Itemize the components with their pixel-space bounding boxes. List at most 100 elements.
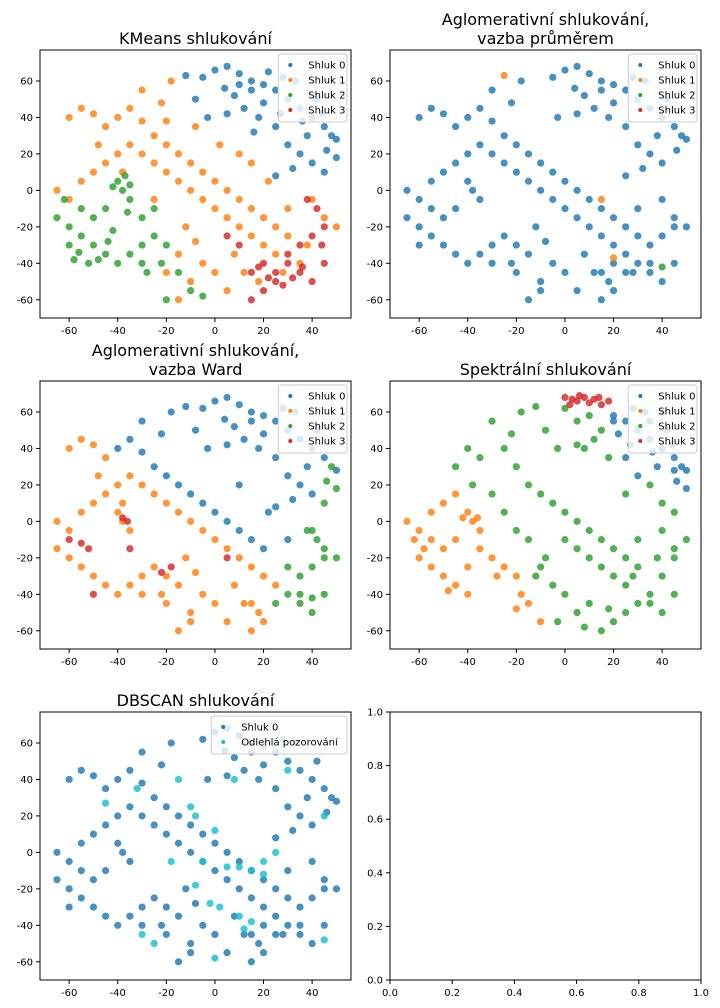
legend-entry: Shluk 2 xyxy=(308,91,345,102)
data-point xyxy=(296,481,304,489)
y-tick-label: 0.4 xyxy=(367,868,383,879)
legend-marker xyxy=(288,394,293,398)
legend-entry: Shluk 3 xyxy=(308,106,345,117)
data-point xyxy=(102,867,110,875)
data-point xyxy=(138,779,146,787)
data-point xyxy=(597,268,605,277)
data-point xyxy=(549,168,557,176)
data-point xyxy=(75,248,83,256)
data-point xyxy=(415,241,423,249)
data-point xyxy=(507,259,516,267)
series-1 xyxy=(53,77,341,304)
series-1 xyxy=(403,490,545,626)
data-point xyxy=(223,287,231,295)
legend-marker xyxy=(638,439,643,443)
data-point xyxy=(255,113,263,122)
data-point xyxy=(622,417,630,425)
legend: Shluk 0 Shluk 1 Shluk 2 Shluk 3 xyxy=(627,384,698,454)
data-point xyxy=(123,208,132,216)
data-point xyxy=(622,608,630,617)
data-point xyxy=(464,259,472,267)
data-point xyxy=(65,444,73,453)
data-point xyxy=(444,587,452,595)
data-point xyxy=(303,463,311,471)
data-point xyxy=(191,426,200,434)
legend-entry: Shluk 3 xyxy=(658,437,695,448)
data-point xyxy=(126,472,134,480)
data-point xyxy=(114,150,122,158)
data-point xyxy=(230,91,238,100)
series-1 xyxy=(500,71,618,262)
data-point xyxy=(653,132,661,140)
data-point xyxy=(126,581,134,589)
x-tick-label: 0 xyxy=(212,657,218,668)
data-point xyxy=(138,214,146,222)
y-tick-label: -40 xyxy=(367,590,383,601)
data-point xyxy=(138,748,146,756)
data-point xyxy=(126,250,134,258)
data-point xyxy=(150,195,158,204)
data-point xyxy=(439,499,448,507)
data-point xyxy=(320,168,328,176)
data-point xyxy=(247,867,255,875)
data-point xyxy=(320,122,328,131)
data-point xyxy=(138,572,146,580)
y-tick-label: -20 xyxy=(367,222,383,233)
data-point xyxy=(532,402,540,411)
data-point xyxy=(77,839,85,847)
data-point xyxy=(162,268,170,277)
data-point xyxy=(634,536,642,544)
data-point xyxy=(255,277,263,286)
data-point xyxy=(65,554,73,562)
legend-entry: Shluk 0 xyxy=(658,61,695,72)
legend-entry: Shluk 0 xyxy=(658,392,695,403)
data-point xyxy=(507,99,516,107)
data-point xyxy=(580,623,588,631)
chart-title: Aglomerativní shlukování, xyxy=(92,341,300,360)
y-tick-label: -60 xyxy=(17,295,33,306)
chart-panel-2: Aglomerativní shlukování,vazba Ward -60 -4… xyxy=(17,341,352,668)
data-point xyxy=(240,599,248,608)
x-tick-label: -60 xyxy=(411,657,427,668)
data-point xyxy=(182,402,190,411)
data-point xyxy=(65,857,73,866)
data-point xyxy=(187,821,195,829)
legend-entry: Shluk 3 xyxy=(308,437,345,448)
y-tick-label: 60 xyxy=(370,76,383,87)
data-point xyxy=(174,508,183,516)
data-point xyxy=(174,268,183,277)
data-point xyxy=(264,177,272,185)
data-point xyxy=(320,921,328,929)
x-tick-label: 40 xyxy=(306,988,319,999)
scatter-points xyxy=(53,393,341,635)
y-tick-label: -40 xyxy=(17,921,33,932)
data-point xyxy=(284,472,292,480)
data-point xyxy=(332,885,341,893)
data-point xyxy=(541,554,550,562)
legend-entry: Shluk 2 xyxy=(658,91,695,102)
data-point xyxy=(191,95,200,103)
data-point xyxy=(439,168,448,176)
data-point xyxy=(308,608,316,617)
x-tick-label: 40 xyxy=(306,657,319,668)
y-tick-label: 0 xyxy=(27,186,33,197)
data-point xyxy=(308,490,316,498)
data-point xyxy=(211,826,219,835)
data-point xyxy=(609,618,618,626)
data-point xyxy=(554,444,562,453)
data-point xyxy=(323,146,331,154)
data-point xyxy=(240,268,248,277)
y-tick-label: 1.0 xyxy=(367,708,383,719)
chart-title: vazba Ward xyxy=(149,360,243,379)
data-point xyxy=(119,514,127,522)
data-point xyxy=(211,536,219,544)
x-tick-label: 0 xyxy=(562,326,568,337)
data-point xyxy=(427,563,435,571)
data-point xyxy=(94,141,102,149)
data-point xyxy=(138,86,146,94)
data-point xyxy=(174,250,183,258)
data-point xyxy=(427,177,435,185)
data-point xyxy=(512,268,520,277)
data-point xyxy=(284,757,292,765)
data-point xyxy=(199,168,207,176)
